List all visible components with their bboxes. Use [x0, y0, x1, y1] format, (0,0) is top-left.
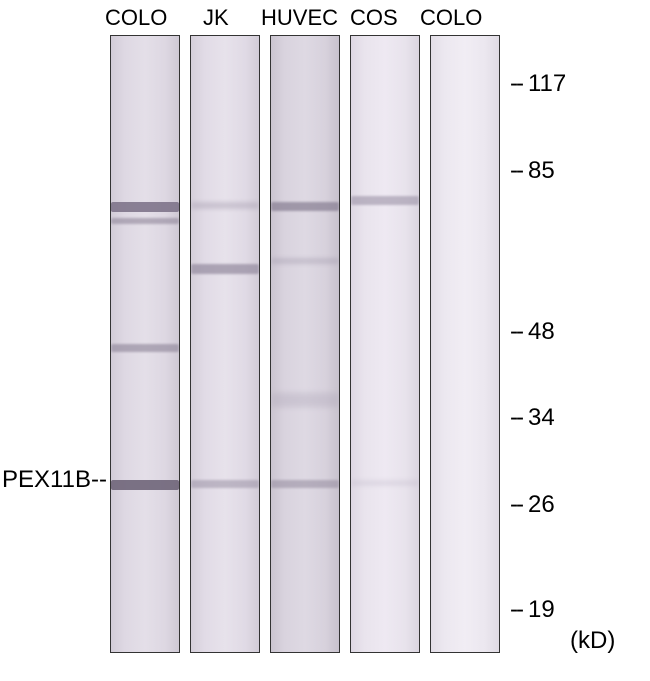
marker-tick: --117	[510, 70, 566, 98]
lane-colo-1	[110, 35, 180, 653]
blot-band	[111, 218, 179, 224]
marker-value: 85	[528, 157, 555, 185]
marker-dash: --	[510, 491, 522, 519]
lane-label: COLO	[105, 5, 167, 31]
lane-jk	[190, 35, 260, 653]
lane-label: JK	[203, 5, 229, 31]
target-protein-label: PEX11B--	[2, 466, 107, 494]
blot-band	[111, 344, 179, 352]
marker-dash: --	[510, 70, 522, 98]
blot-band	[351, 480, 419, 486]
marker-value: 117	[528, 70, 566, 98]
western-blot-figure: COLOJKHUVECCOSCOLO --117--85--48--34--26…	[0, 0, 650, 681]
blot-band	[271, 480, 339, 488]
lane-label: HUVEC	[261, 5, 338, 31]
blot-band	[191, 202, 259, 209]
marker-dash: --	[510, 596, 522, 624]
blot-area: --117--85--48--34--26--19 PEX11B-- (kD)	[0, 35, 650, 653]
lane-label: COS	[350, 5, 398, 31]
marker-dash: --	[510, 157, 522, 185]
blot-band	[191, 480, 259, 488]
marker-dash: --	[510, 318, 522, 346]
lane-cos	[350, 35, 420, 653]
marker-value: 19	[528, 596, 555, 624]
lane-colo-2	[430, 35, 500, 653]
blot-band	[271, 202, 339, 211]
marker-tick: --48	[510, 318, 555, 346]
lane-label: COLO	[420, 5, 482, 31]
lane-labels-row: COLO JK HUVEC COS COLO	[0, 5, 650, 35]
marker-unit-label: (kD)	[570, 627, 615, 655]
marker-tick: --19	[510, 596, 555, 624]
marker-value: 48	[528, 318, 555, 346]
marker-value: 26	[528, 491, 555, 519]
marker-dash: --	[510, 404, 522, 432]
marker-tick: --85	[510, 157, 555, 185]
marker-tick: --34	[510, 404, 555, 432]
lane-huvec	[270, 35, 340, 653]
blot-band	[191, 264, 259, 274]
marker-value: 34	[528, 404, 555, 432]
blot-band	[271, 258, 339, 264]
blot-band	[111, 480, 179, 490]
marker-tick: --26	[510, 491, 555, 519]
blot-band	[351, 196, 419, 205]
blot-band	[111, 202, 179, 212]
blot-band	[271, 393, 339, 407]
